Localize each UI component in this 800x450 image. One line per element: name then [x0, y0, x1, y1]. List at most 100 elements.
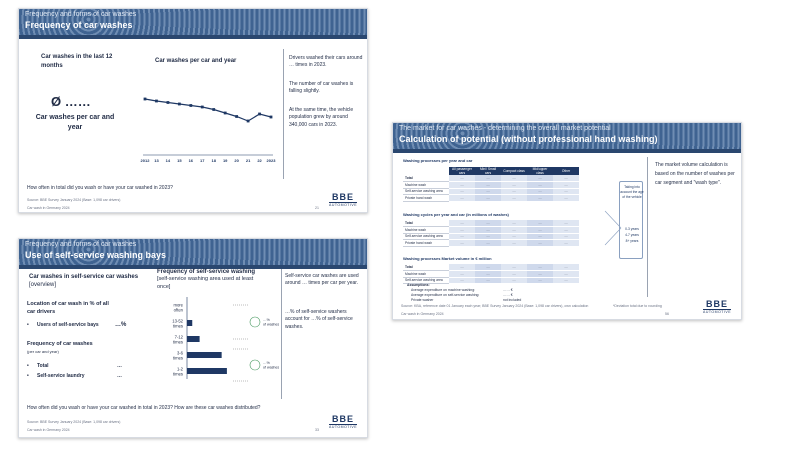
survey-question: How often did you wash or have your car … [27, 405, 261, 411]
callout-arrows [604, 210, 622, 246]
table-cell: … [501, 181, 527, 189]
table-row: Machine wash…………… [403, 270, 579, 278]
table-market-volume: Total…………… Machine wash…………… Self-service … [403, 264, 579, 284]
data-point [189, 104, 193, 107]
x-tick-label: 17 [200, 158, 205, 163]
slide-self-service-washing[interactable]: Frequency and forms of car washes Use of… [18, 238, 368, 438]
table-cell: … [553, 175, 579, 182]
slide-frequency-of-car-washes[interactable]: Frequency and forms of car washes Freque… [18, 8, 368, 213]
mid-heading: Frequency of self-service washing [157, 269, 256, 275]
table-cell: … [501, 264, 527, 271]
chart-title: Car washes per car and year [155, 58, 237, 64]
table-cell: … [449, 270, 475, 278]
data-point [223, 111, 227, 115]
data-point [155, 99, 158, 103]
table-cell: … [449, 175, 475, 182]
note-1: Drivers washed their cars around … times… [289, 55, 363, 69]
table-row: Private hand wash…………… [403, 239, 579, 247]
note-3: At the same time, the vehicle population… [289, 107, 354, 128]
frequency-heading: Frequency of car washes [27, 341, 93, 347]
category-label: 3-6 [177, 351, 184, 356]
table-cell: … [449, 233, 475, 240]
bar [187, 336, 200, 342]
slide-supertitle: Frequency and forms of car washes [25, 11, 137, 18]
bullet: • [27, 322, 29, 328]
banner-underline [19, 265, 367, 269]
page-number: 21 [315, 206, 319, 210]
table-cell: … [449, 181, 475, 189]
bbe-logo: BBE AUTOMOTIVE [329, 192, 358, 207]
svg-text:of washes: of washes [263, 366, 279, 370]
average-symbol: Ø …… [51, 94, 91, 109]
table-cell: … [553, 220, 579, 227]
table-cell: … [553, 194, 579, 202]
left-caption: Car washes per car and year [35, 114, 115, 132]
percent-callout: …%of washes [233, 304, 279, 340]
category-label: 13-52 [172, 319, 183, 324]
table-row: Self-service washing area…………… [403, 277, 579, 284]
table1-title: Washing processes per year and car [403, 158, 473, 163]
page-number: 33 [315, 428, 319, 432]
table-cell: … [475, 239, 501, 247]
location-item: Users of self-service bays [37, 322, 99, 328]
table-cell: … [527, 264, 553, 271]
percent-label: …% [263, 361, 271, 365]
x-tick-label: 15 [177, 158, 182, 163]
table-cell: … [501, 220, 527, 227]
table-row: Machine wash…………… [403, 226, 579, 234]
table-cell: … [501, 194, 527, 202]
table-cell: … [501, 233, 527, 240]
age-8-plus: 8+ years [625, 239, 639, 243]
x-tick-label: 2023 [267, 158, 277, 163]
row-label: Self-service washing area [403, 277, 449, 284]
table-cell: … [475, 181, 501, 189]
table-washes-per-car: All passenger cars Mini/ Small cars Compac… [403, 167, 579, 202]
category-label: more [173, 303, 183, 308]
assumption-3-value: not included [503, 298, 522, 302]
bar [187, 320, 193, 326]
footer-label: Car wash in Germany 2024 [27, 428, 70, 432]
assumption-1-value: …… € [503, 288, 513, 292]
data-point [269, 115, 273, 119]
column-header: Compact class [501, 167, 527, 175]
footer-label: Car wash in Germany 2024 [401, 312, 444, 316]
data-point [177, 102, 181, 106]
table-cell: … [527, 270, 553, 278]
bar-chart: moreoften13-52times7-12times3-6times1-2t… [172, 297, 279, 382]
bar [187, 352, 222, 358]
table-row: Total…………… [403, 264, 579, 271]
bbe-logo: BBE AUTOMOTIVE [703, 299, 732, 314]
assumptions-title: Assumptions: [407, 283, 430, 287]
source-note: Source: BBE Survey January 2024 (Base: 1… [27, 198, 121, 202]
data-point [235, 115, 239, 118]
x-tick-label: 13 [154, 158, 159, 163]
divider [647, 157, 648, 297]
percent-label: …% [263, 318, 271, 322]
data-point [143, 97, 147, 101]
table-cell: … [553, 239, 579, 247]
percent-callout: …%of washes [233, 348, 279, 382]
freq-item-total: Total [37, 363, 49, 369]
table-row: Self-service washing area…………… [403, 233, 579, 240]
table-cell: … [553, 188, 579, 195]
table-cell: … [475, 277, 501, 284]
table-cell: … [527, 194, 553, 202]
source-note: Source: BBE Survey January 2024 (Base: 1… [27, 420, 121, 424]
bullet: • [27, 373, 29, 379]
assumption-3: Private washer [411, 298, 434, 302]
data-point [258, 112, 261, 116]
data-point [166, 101, 170, 104]
bullet: • [27, 363, 29, 369]
table-cell: … [501, 226, 527, 234]
x-tick-label: 22 [257, 158, 262, 163]
x-tick-label: 18 [212, 158, 217, 163]
column-header: Other [553, 167, 579, 175]
table-row: Total…………… [403, 175, 579, 182]
row-label: Machine wash [403, 226, 449, 234]
data-point [246, 119, 250, 123]
table-cell: … [527, 188, 553, 195]
survey-question: How often in total did you wash or have … [27, 185, 173, 191]
category-label: times [173, 324, 183, 329]
table-cell: … [449, 239, 475, 247]
slide-calculation-of-potential[interactable]: The market for car washes - determining … [392, 122, 742, 320]
